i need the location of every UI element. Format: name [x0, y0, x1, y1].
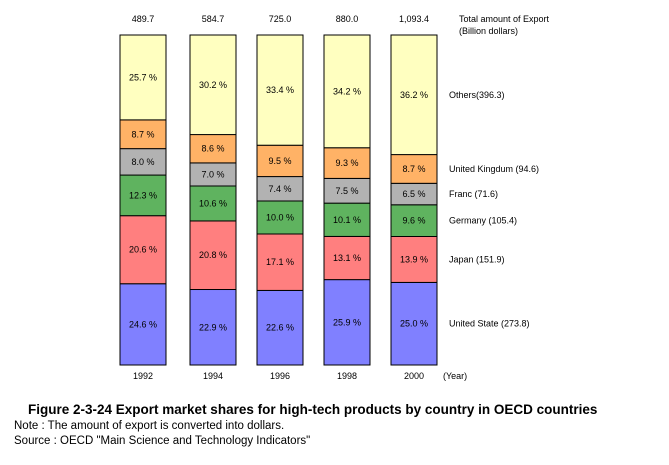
- segment-label-1992-5: 25.7 %: [129, 72, 157, 82]
- bar-segment-1996-1: [256, 233, 304, 291]
- total-label-1994: 584.7: [202, 14, 225, 24]
- segment-label-1998-5: 34.2 %: [333, 86, 361, 96]
- stacked-bar-chart: 24.6 % 20.6 % 12.3 % 8.0 % 8.7 % 25.7 % 489.7 1…: [119, 14, 550, 381]
- segment-label-1994-5: 30.2 %: [199, 80, 227, 90]
- segment-label-1994-4: 8.6 %: [201, 144, 224, 154]
- bar-segment-1992-4: [119, 119, 167, 150]
- segment-label-2000-2: 9.6 %: [402, 216, 425, 226]
- segment-label-2000-1: 13.9 %: [400, 254, 428, 264]
- bar-segment-1992-5: [119, 34, 167, 121]
- segment-label-1998-1: 13.1 %: [333, 253, 361, 263]
- year-label-1994: 1994: [203, 371, 223, 381]
- total-label-2000: 1,093.4: [399, 14, 429, 24]
- totals-header-unit: (Billion dollars): [459, 26, 518, 36]
- bar-segment-1992-1: [119, 215, 167, 285]
- bar-segment-1996-5: [256, 34, 304, 146]
- bar-segment-1994-2: [189, 185, 237, 222]
- bar-segment-1994-1: [189, 220, 237, 290]
- segment-label-1992-3: 8.0 %: [131, 157, 154, 167]
- segment-label-1994-3: 7.0 %: [201, 169, 224, 179]
- bar-segment-1994-0: [189, 289, 237, 366]
- bar-segment-2000-2: [390, 204, 438, 237]
- segment-label-1994-0: 22.9 %: [199, 322, 227, 332]
- segment-label-1994-2: 10.6 %: [199, 198, 227, 208]
- segment-label-2000-0: 25.0 %: [400, 319, 428, 329]
- year-label-2000: 2000: [404, 371, 424, 381]
- total-label-1992: 489.7: [132, 14, 155, 24]
- year-label-1998: 1998: [337, 371, 357, 381]
- segment-label-1992-2: 12.3 %: [129, 190, 157, 200]
- totals-header: Total amount of Export: [459, 14, 550, 24]
- bar-segment-1998-0: [323, 279, 371, 366]
- segment-label-1998-4: 9.3 %: [335, 158, 358, 168]
- bar-segment-2000-5: [390, 34, 438, 156]
- series-label-4: United Kingdum (94.6): [449, 164, 539, 174]
- bar-segment-1996-0: [256, 289, 304, 366]
- bar-segment-1992-0: [119, 283, 167, 366]
- total-label-1996: 725.0: [269, 14, 292, 24]
- figure-caption: Figure 2-3-24 Export market shares for h…: [28, 402, 598, 417]
- bar-segment-1998-1: [323, 235, 371, 281]
- segment-label-1998-2: 10.1 %: [333, 215, 361, 225]
- series-label-3: Franc (71.6): [449, 189, 498, 199]
- year-label-1992: 1992: [133, 371, 153, 381]
- series-label-2: Germany (105.4): [449, 216, 517, 226]
- bar-segment-1998-4: [323, 147, 371, 179]
- x-unit-label: (Year): [443, 371, 467, 381]
- bar-segment-1998-5: [323, 34, 371, 149]
- segment-label-2000-3: 6.5 %: [402, 189, 425, 199]
- segment-label-1998-0: 25.9 %: [333, 317, 361, 327]
- bar-segment-1996-4: [256, 144, 304, 178]
- figure-source: Source : OECD "Main Science and Technolo…: [14, 435, 311, 447]
- segment-label-1996-3: 7.4 %: [268, 184, 291, 194]
- series-label-5: Others(396.3): [449, 90, 505, 100]
- segment-label-2000-4: 8.7 %: [402, 164, 425, 174]
- segment-label-1992-1: 20.6 %: [129, 245, 157, 255]
- segment-label-1996-5: 33.4 %: [266, 85, 294, 95]
- bar-segment-2000-0: [390, 281, 438, 366]
- segment-label-1998-3: 7.5 %: [335, 186, 358, 196]
- figure-note: Note : The amount of export is converted…: [14, 420, 285, 432]
- bar-segment-1992-3: [119, 148, 167, 176]
- segment-label-1996-4: 9.5 %: [268, 156, 291, 166]
- segment-label-1996-2: 10.0 %: [266, 212, 294, 222]
- segment-label-1992-4: 8.7 %: [131, 129, 154, 139]
- segment-label-1996-0: 22.6 %: [266, 323, 294, 333]
- segment-label-1996-1: 17.1 %: [266, 257, 294, 267]
- total-label-1998: 880.0: [336, 14, 359, 24]
- series-label-1: Japan (151.9): [449, 254, 505, 264]
- series-label-0: United State (273.8): [449, 319, 530, 329]
- segment-label-2000-5: 36.2 %: [400, 90, 428, 100]
- segment-label-1994-1: 20.8 %: [199, 250, 227, 260]
- year-label-1996: 1996: [270, 371, 290, 381]
- bar-segment-1994-5: [189, 34, 237, 136]
- bar-segment-1996-3: [256, 176, 304, 202]
- bar-segment-1998-2: [323, 202, 371, 237]
- segment-label-1992-0: 24.6 %: [129, 319, 157, 329]
